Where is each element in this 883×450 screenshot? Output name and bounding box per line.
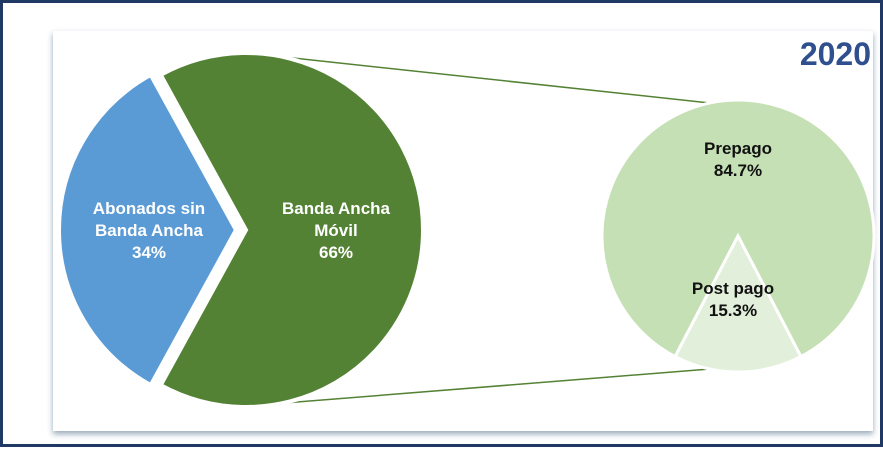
bar-of-pie-chart: Abonados sin Banda Ancha 34% Banda Ancha Móv… xyxy=(53,31,876,431)
connector-line-top xyxy=(282,56,710,104)
main-pie xyxy=(57,51,425,409)
data-label-abonados-sin-banda-ancha: Abonados sin Banda Ancha 34% xyxy=(93,199,205,262)
pie-slice-post-pago xyxy=(673,232,803,374)
slice-label-line: Banda Ancha xyxy=(282,199,391,218)
slice-value-label: 84.7% xyxy=(714,161,762,180)
slice-label-line: Prepago xyxy=(704,139,772,158)
slice-value-label: 15.3% xyxy=(709,301,757,320)
connector-line-bottom xyxy=(282,368,710,404)
chart-title: 2020 xyxy=(800,36,871,72)
slice-label-line: Banda Ancha xyxy=(95,221,204,240)
pie-slice-prepago xyxy=(600,98,876,359)
pie-slice-abonados-sin-banda-ancha xyxy=(57,72,239,388)
slice-value-label: 66% xyxy=(319,243,353,262)
data-label-post-pago: Post pago 15.3% xyxy=(692,279,774,320)
data-label-banda-ancha-movil: Banda Ancha Móvil 66% xyxy=(282,199,391,262)
secondary-pie xyxy=(600,98,876,374)
data-label-prepago: Prepago 84.7% xyxy=(704,139,772,180)
slice-label-line: Abonados sin xyxy=(93,199,205,218)
data-labels: Abonados sin Banda Ancha 34% Banda Ancha Móv… xyxy=(93,139,774,320)
slice-value-label: 34% xyxy=(132,243,166,262)
slice-label-line: Móvil xyxy=(314,221,357,240)
slice-label-line: Post pago xyxy=(692,279,774,298)
pie-slice-banda-ancha-movil xyxy=(158,51,425,409)
